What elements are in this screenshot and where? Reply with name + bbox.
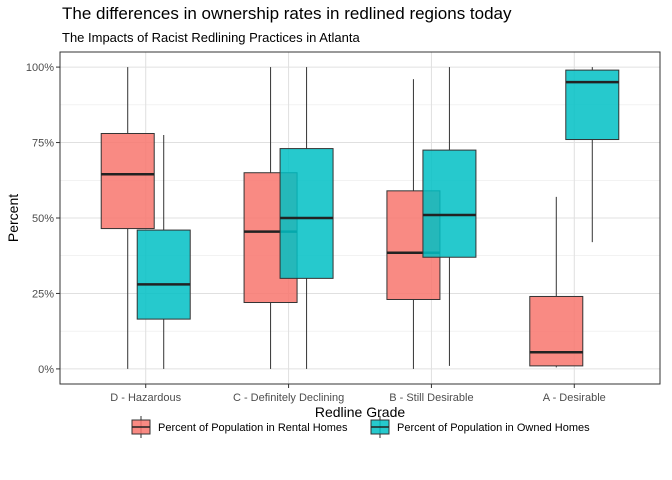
- box-body: [529, 295, 584, 367]
- box-body: [279, 148, 334, 279]
- legend-item: Percent of Population in Owned Homes: [370, 416, 590, 438]
- box-owned: [565, 67, 620, 243]
- x-axis-title: Redline Grade: [315, 404, 405, 420]
- box-rental: [529, 196, 584, 368]
- box-layer: [100, 67, 620, 369]
- legend-item: Percent of Population in Rental Homes: [131, 416, 348, 438]
- legend-label: Percent of Population in Rental Homes: [158, 422, 348, 434]
- chart-subtitle: The Impacts of Racist Redlining Practice…: [62, 30, 360, 45]
- box-owned: [422, 67, 477, 366]
- box-owned: [136, 135, 191, 369]
- grid-lines: [60, 52, 660, 384]
- x-tick-label: D - Hazardous: [110, 392, 181, 404]
- legend: Percent of Population in Rental Homes Per…: [131, 416, 590, 438]
- legend-label: Percent of Population in Owned Homes: [397, 422, 590, 434]
- x-axis: D - Hazardous C - Definitely Declining B -…: [110, 384, 606, 404]
- chart-title: The differences in ownership rates in re…: [62, 4, 512, 23]
- x-tick-label: B - Still Desirable: [389, 392, 473, 404]
- box-body: [100, 132, 155, 230]
- box-body: [136, 229, 191, 320]
- y-axis-title: Percent: [5, 194, 21, 242]
- x-tick-label: A - Desirable: [543, 392, 606, 404]
- y-tick-label: 50%: [32, 213, 54, 225]
- y-axis: 0% 25% 50% 75% 100%: [26, 62, 60, 376]
- box-owned: [279, 67, 334, 369]
- box-body: [565, 69, 620, 141]
- y-tick-label: 100%: [26, 62, 54, 74]
- y-tick-label: 25%: [32, 288, 54, 300]
- y-tick-label: 75%: [32, 138, 54, 150]
- y-tick-label: 0%: [38, 364, 54, 376]
- box-body: [422, 149, 477, 258]
- box-rental: [100, 67, 155, 369]
- x-tick-label: C - Definitely Declining: [233, 392, 344, 404]
